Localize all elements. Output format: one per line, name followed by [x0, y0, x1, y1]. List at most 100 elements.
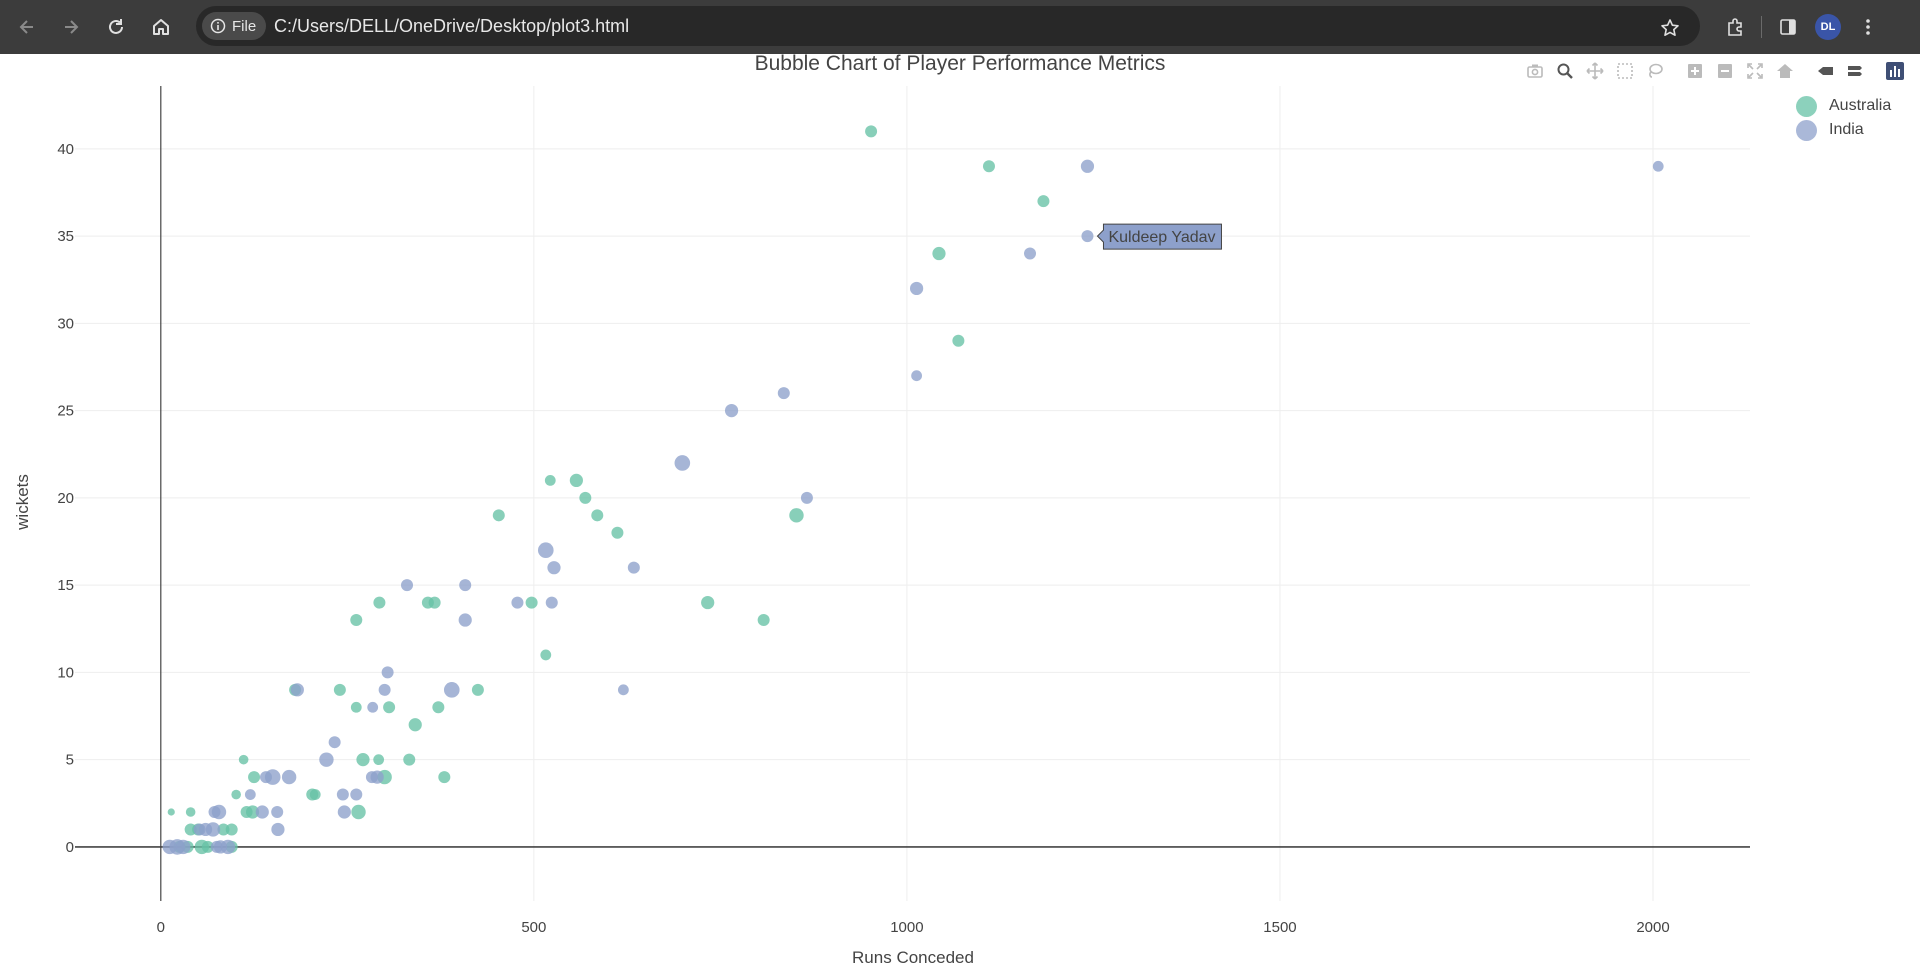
marker-australia[interactable]: [865, 125, 878, 138]
marker-australia[interactable]: [225, 823, 238, 836]
marker-australia[interactable]: [757, 614, 770, 627]
extensions-button[interactable]: [1715, 9, 1755, 45]
marker-australia[interactable]: [373, 596, 386, 609]
home-button[interactable]: [143, 9, 179, 45]
marker-australia[interactable]: [1037, 195, 1050, 208]
side-panel-button[interactable]: [1768, 9, 1808, 45]
marker-australia[interactable]: [167, 808, 175, 816]
site-info-chip[interactable]: File: [202, 12, 267, 40]
marker-india[interactable]: [175, 839, 191, 855]
marker-india[interactable]: [1024, 247, 1037, 260]
pan-button[interactable]: [1580, 60, 1610, 82]
url-text[interactable]: C:/Users/DELL/OneDrive/Desktop/plot3.htm…: [274, 16, 630, 36]
marker-australia[interactable]: [185, 807, 196, 817]
marker-australia[interactable]: [492, 509, 505, 522]
plot-svg[interactable]: 0 500 1000 1500 2000 0 5 10 15 20 25 30 35 40 Bubble …: [0, 54, 1920, 966]
marker-india[interactable]: [777, 387, 790, 400]
marker-australia[interactable]: [408, 718, 422, 732]
marker-australia[interactable]: [333, 683, 346, 696]
marker-india[interactable]: [724, 404, 739, 418]
marker-australia[interactable]: [701, 595, 715, 610]
reset-axes-button[interactable]: [1770, 60, 1800, 82]
marker-india[interactable]: [459, 579, 472, 592]
marker-australia[interactable]: [471, 683, 484, 696]
forward-button[interactable]: [53, 9, 89, 45]
marker-india[interactable]: [319, 752, 334, 767]
marker-india[interactable]: [1081, 230, 1094, 243]
marker-india[interactable]: [281, 769, 297, 785]
marker-australia[interactable]: [591, 509, 604, 522]
marker-india[interactable]: [381, 666, 394, 679]
marker-india[interactable]: [336, 788, 349, 801]
marker-india[interactable]: [350, 788, 363, 801]
marker-india[interactable]: [378, 683, 391, 696]
box-select-button[interactable]: [1610, 60, 1640, 82]
marker-india[interactable]: [370, 770, 384, 784]
marker-india[interactable]: [337, 805, 351, 819]
marker-australia[interactable]: [932, 246, 946, 261]
marker-australia[interactable]: [525, 596, 538, 609]
marker-india[interactable]: [910, 281, 924, 296]
marker-australia[interactable]: [544, 475, 556, 486]
marker-india[interactable]: [1652, 160, 1664, 172]
zoom-button[interactable]: [1550, 60, 1580, 82]
back-button[interactable]: [9, 9, 45, 45]
profile-button[interactable]: DL: [1808, 9, 1848, 45]
zoom-out-button[interactable]: [1710, 60, 1740, 82]
marker-india[interactable]: [328, 736, 341, 749]
marker-australia[interactable]: [579, 491, 592, 504]
marker-australia[interactable]: [438, 771, 451, 784]
marker-australia[interactable]: [356, 753, 370, 767]
marker-india[interactable]: [264, 769, 281, 785]
marker-australia[interactable]: [428, 596, 441, 609]
marker-australia[interactable]: [373, 754, 385, 766]
compare-hover-button[interactable]: [1840, 60, 1870, 82]
marker-india[interactable]: [911, 370, 923, 382]
marker-australia[interactable]: [789, 508, 804, 523]
marker-india[interactable]: [674, 455, 691, 471]
marker-australia[interactable]: [245, 805, 260, 819]
bookmark-button[interactable]: [1650, 10, 1690, 46]
marker-india[interactable]: [220, 839, 236, 855]
points-layer[interactable]: [162, 125, 1664, 855]
autoscale-button[interactable]: [1740, 60, 1770, 82]
marker-india[interactable]: [401, 579, 414, 592]
marker-india[interactable]: [244, 789, 256, 800]
marker-india[interactable]: [511, 596, 524, 609]
marker-australia[interactable]: [238, 754, 249, 765]
legend-item-australia[interactable]: Australia: [1796, 94, 1891, 118]
marker-india[interactable]: [271, 805, 284, 818]
spike-lines-button[interactable]: [1810, 60, 1840, 82]
marker-australia[interactable]: [569, 473, 583, 488]
marker-india[interactable]: [443, 682, 460, 698]
marker-india[interactable]: [205, 822, 221, 837]
marker-australia[interactable]: [350, 701, 362, 713]
marker-australia[interactable]: [540, 649, 552, 661]
marker-india[interactable]: [458, 613, 472, 627]
marker-india[interactable]: [800, 491, 813, 504]
marker-australia[interactable]: [982, 160, 995, 173]
marker-australia[interactable]: [383, 701, 396, 714]
marker-australia[interactable]: [351, 804, 366, 820]
marker-india[interactable]: [545, 596, 558, 609]
marker-australia[interactable]: [217, 823, 230, 836]
marker-india[interactable]: [367, 701, 379, 713]
marker-australia[interactable]: [201, 840, 214, 853]
marker-australia[interactable]: [350, 614, 363, 627]
marker-india[interactable]: [537, 542, 554, 559]
marker-india[interactable]: [547, 561, 561, 575]
marker-australia[interactable]: [952, 334, 965, 347]
lasso-select-button[interactable]: [1640, 60, 1670, 82]
marker-australia[interactable]: [403, 753, 416, 766]
marker-australia[interactable]: [248, 771, 261, 784]
marker-india[interactable]: [255, 805, 269, 819]
marker-india[interactable]: [1080, 159, 1095, 173]
marker-australia[interactable]: [231, 789, 241, 800]
marker-australia[interactable]: [611, 526, 624, 539]
marker-australia[interactable]: [309, 789, 321, 800]
camera-button[interactable]: [1520, 60, 1550, 82]
marker-india[interactable]: [271, 822, 285, 837]
legend-item-india[interactable]: India: [1796, 118, 1891, 142]
marker-india[interactable]: [211, 804, 227, 820]
marker-india[interactable]: [627, 561, 640, 574]
